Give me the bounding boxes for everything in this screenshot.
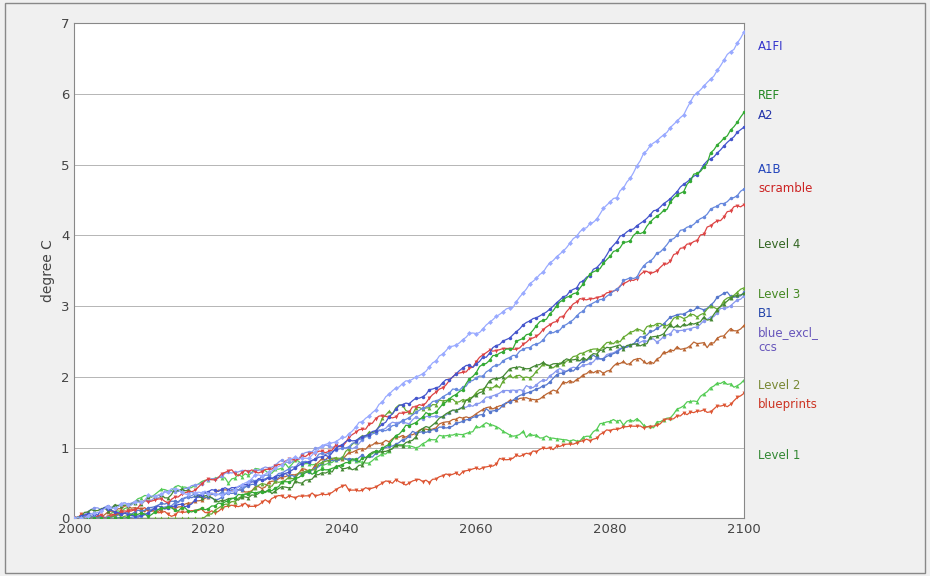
Text: Level 1: Level 1	[758, 449, 801, 461]
Text: B1: B1	[758, 308, 774, 320]
Text: A1FI: A1FI	[758, 40, 783, 52]
Text: A1B: A1B	[758, 164, 781, 176]
Text: Level 3: Level 3	[758, 289, 800, 301]
Text: Level 2: Level 2	[758, 380, 801, 392]
Text: blue_excl_
ccs: blue_excl_ ccs	[758, 326, 818, 354]
Text: blueprints: blueprints	[758, 398, 817, 411]
Text: A2: A2	[758, 109, 774, 122]
Text: scramble: scramble	[758, 182, 812, 195]
Text: REF: REF	[758, 89, 780, 101]
Y-axis label: degree C: degree C	[42, 239, 56, 302]
Text: Level 4: Level 4	[758, 238, 801, 251]
